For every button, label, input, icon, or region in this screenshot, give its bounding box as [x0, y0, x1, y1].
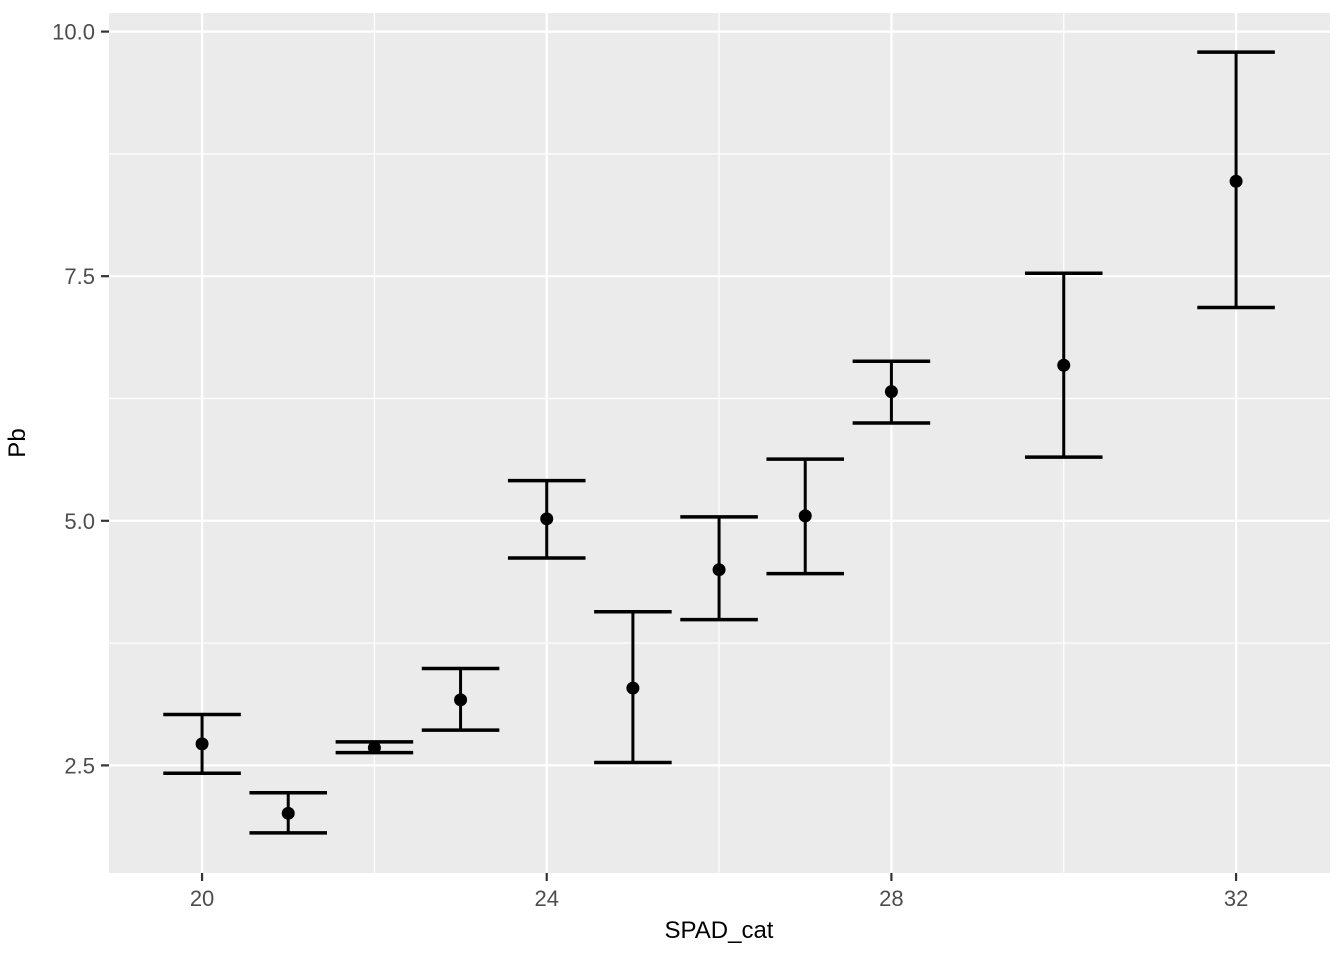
y-axis-title: Pb [4, 428, 31, 457]
data-series [163, 50, 1275, 835]
data-point [798, 509, 812, 523]
errorbar-point-group [163, 712, 241, 775]
errorbar-point-group [680, 515, 758, 622]
errorbar-point-group [249, 791, 328, 835]
errorbar-point-group [1024, 271, 1103, 459]
y-tick-label: 7.5 [64, 264, 95, 289]
x-tick-label: 20 [190, 886, 214, 911]
data-point [884, 385, 898, 399]
data-point [712, 563, 726, 577]
data-point [540, 512, 554, 526]
errorbar-point-group [852, 359, 931, 425]
y-tick-label: 2.5 [64, 753, 95, 778]
data-point [367, 741, 381, 755]
x-axis-title: SPAD_cat [665, 917, 774, 944]
y-tick-label: 10.0 [52, 20, 95, 45]
errorbar-point-group [766, 457, 845, 576]
errorbar-point-group [421, 666, 500, 732]
errorbar-point-group [594, 610, 672, 765]
x-tick-label: 28 [879, 886, 903, 911]
x-tick-label: 24 [534, 886, 558, 911]
axis-ticks: 2.5 5.0 7.5 10.0 20 24 28 32 [52, 20, 1248, 911]
errorbar-point-group [335, 740, 414, 755]
data-point [1229, 174, 1243, 188]
errorbar-point-group [507, 478, 586, 560]
data-point [454, 693, 468, 707]
y-tick-label: 5.0 [64, 509, 95, 534]
x-tick-label: 32 [1224, 886, 1248, 911]
errorbar-point-group [1197, 50, 1275, 310]
data-point [1057, 358, 1071, 372]
data-point [281, 806, 295, 820]
data-point [626, 681, 640, 695]
data-point [195, 737, 209, 751]
